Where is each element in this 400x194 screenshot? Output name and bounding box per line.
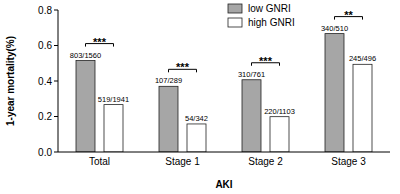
bar xyxy=(325,34,344,152)
count-label: 803/1560 xyxy=(70,51,101,60)
bar xyxy=(187,124,206,152)
bar xyxy=(353,64,372,152)
bar xyxy=(76,61,95,152)
y-tick-label: 0.0 xyxy=(38,147,52,158)
count-label: 519/1941 xyxy=(98,95,129,104)
x-axis xyxy=(58,152,390,153)
count-label: 245/496 xyxy=(349,54,376,63)
significance-label: *** xyxy=(259,55,273,67)
legend-label: high GNRI xyxy=(248,17,295,28)
bar xyxy=(159,86,178,152)
y-tick-label: 0.2 xyxy=(38,111,52,122)
y-tick-label: 0.8 xyxy=(38,5,52,16)
legend-swatch xyxy=(228,4,242,13)
legend-swatch xyxy=(228,18,242,27)
chart: 0.0 0.2 0.4 0.6 0.8 Total Stage 1 Stage 2 Stage … xyxy=(0,0,400,194)
bars xyxy=(76,34,372,152)
x-tick-label: Stage 1 xyxy=(165,156,200,167)
y-tick xyxy=(54,152,58,153)
bar xyxy=(104,105,123,152)
x-tick-label: Stage 3 xyxy=(331,156,366,167)
y-tick xyxy=(54,10,58,11)
x-axis-label: AKI xyxy=(215,179,232,190)
count-label: 107/289 xyxy=(155,76,182,85)
x-tick-label: Stage 2 xyxy=(248,156,283,167)
y-axis-label: 1-year mortality(%) xyxy=(5,36,16,126)
count-label: 54/342 xyxy=(185,114,208,123)
legend-label: low GNRI xyxy=(248,3,291,14)
significance-label: *** xyxy=(176,61,190,73)
y-tick-label: 0.4 xyxy=(38,76,52,87)
count-label: 340/510 xyxy=(321,24,348,33)
y-tick xyxy=(54,81,58,82)
y-tick xyxy=(54,45,58,46)
y-tick xyxy=(54,116,58,117)
significance-label: ** xyxy=(344,9,353,21)
y-tick-label: 0.6 xyxy=(38,40,52,51)
bar xyxy=(242,80,261,152)
count-label: 310/761 xyxy=(238,70,265,79)
count-label: 220/1103 xyxy=(264,107,295,116)
bar xyxy=(270,117,289,152)
x-tick-label: Total xyxy=(89,156,110,167)
significance-label: *** xyxy=(93,36,107,48)
